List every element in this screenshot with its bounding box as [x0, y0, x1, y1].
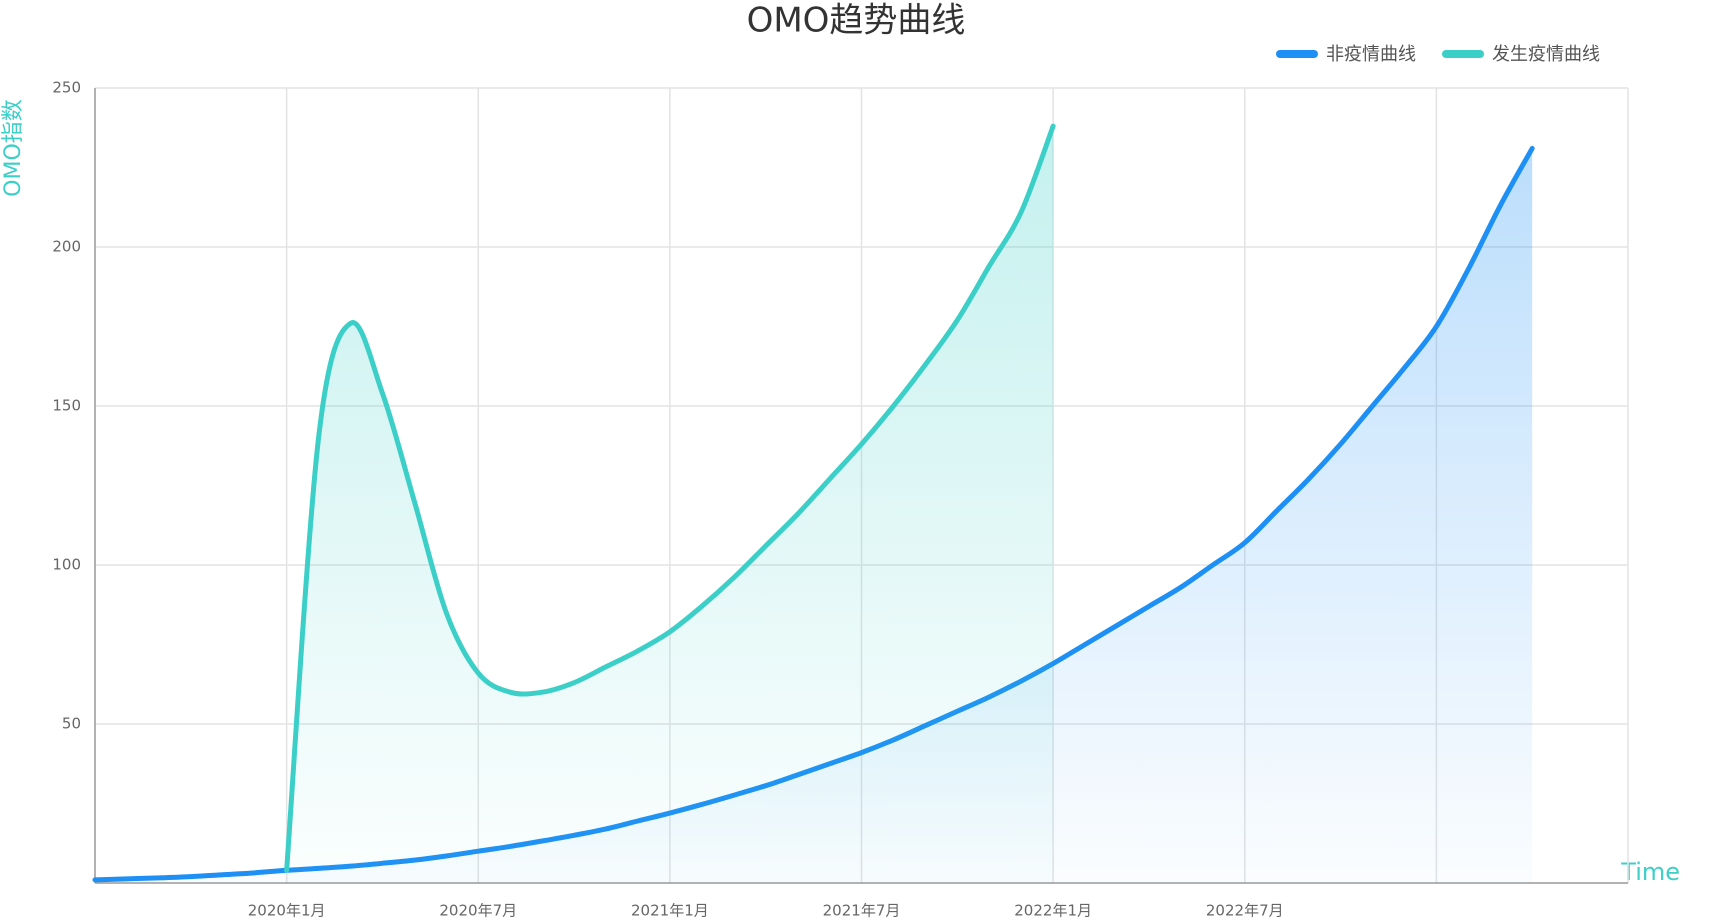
series-line: [284, 123, 1056, 873]
y-tick-label: 100: [52, 556, 81, 574]
x-tick-label: 2022年7月: [1206, 902, 1284, 920]
x-tick-label: 2021年1月: [631, 902, 709, 920]
y-axis-label: OMO指数: [1, 99, 26, 197]
x-tick-label: 2020年1月: [248, 902, 326, 920]
y-tick-label: 50: [62, 715, 81, 733]
x-tick-label: 2020年7月: [439, 902, 517, 920]
y-tick-label: 150: [52, 397, 81, 415]
chart-title: OMO趋势曲线: [747, 1, 966, 41]
x-tick-label: 2021年7月: [823, 902, 901, 920]
area: [95, 148, 1533, 884]
legend-label: 发生疫情曲线: [1492, 44, 1600, 65]
y-tick-label: 250: [52, 79, 81, 97]
legend-label: 非疫情曲线: [1326, 44, 1416, 65]
y-tick-label: 200: [52, 238, 81, 256]
x-axis-label: Time: [1620, 858, 1680, 886]
area: [286, 126, 1054, 883]
x-tick-label: 2022年1月: [1014, 902, 1092, 920]
